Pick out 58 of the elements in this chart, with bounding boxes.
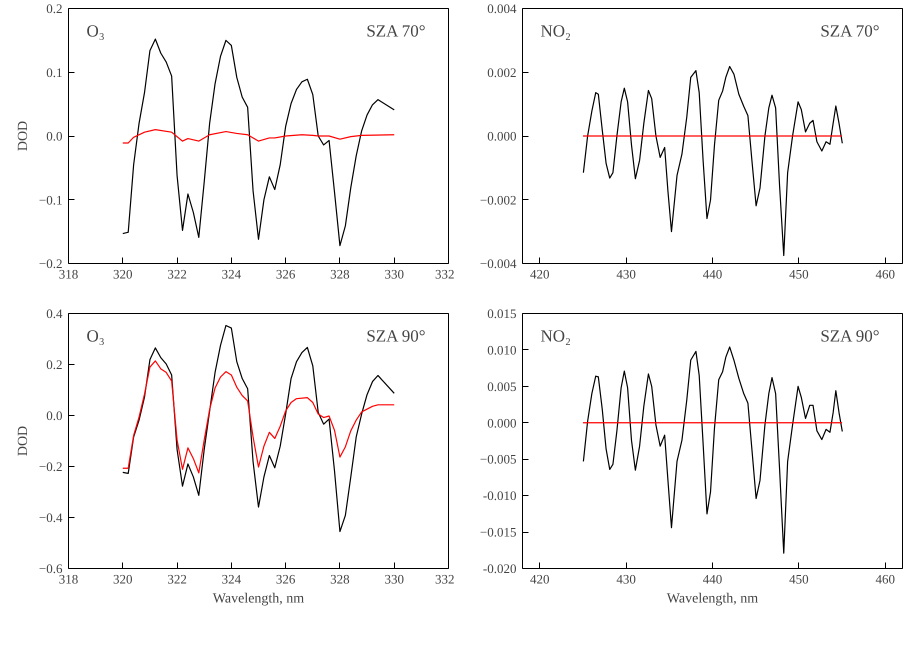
annotation: O₃	[86, 22, 105, 40]
x-tick-label: 420	[530, 266, 550, 282]
x-tick-label: 328	[330, 266, 350, 282]
x-tick-label: 332	[435, 266, 454, 282]
y-tick-label: −0.004	[480, 256, 517, 271]
x-tick-label: 330	[384, 572, 404, 586]
y-tick-label: 0.4	[46, 306, 63, 321]
x-tick-label: 430	[616, 572, 636, 586]
annotation: NO₂	[540, 326, 571, 346]
x-tick-label: 320	[113, 266, 133, 282]
x-axis-title: Wavelength, nm	[212, 592, 304, 606]
x-tick-label: 330	[384, 266, 404, 282]
y-tick-label: −0.005	[480, 452, 517, 467]
x-tick-label: 326	[276, 266, 296, 282]
y-tick-label: −0.4	[38, 510, 63, 525]
y-tick-label: 0.005	[487, 378, 516, 394]
y-tick-label: 0.002	[487, 64, 516, 80]
y-tick-label: 0.0	[46, 408, 62, 423]
x-tick-label: 320	[113, 572, 133, 586]
y-tick-label: 0.2	[46, 357, 62, 372]
y-tick-label: -0.020	[482, 561, 517, 576]
x-tick-label: 324	[222, 572, 242, 586]
x-tick-label: 326	[276, 572, 296, 586]
annotation: SZA 70°	[820, 22, 880, 40]
y-tick-label: 0.000	[487, 128, 516, 144]
y-tick-label: 0.004	[487, 1, 517, 16]
y-tick-label: −0.002	[480, 192, 517, 208]
y-tick-label: 0.2	[46, 1, 62, 16]
y-tick-label: 0.010	[487, 342, 516, 358]
annotation: O₃	[86, 326, 105, 346]
x-tick-label: 450	[789, 572, 809, 586]
x-tick-label: 440	[702, 572, 722, 586]
x-tick-label: 332	[435, 572, 454, 586]
y-tick-label: −0.2	[38, 459, 63, 474]
x-tick-label: 440	[702, 266, 722, 282]
y-tick-label: 0.1	[46, 64, 62, 80]
annotation: SZA 90°	[366, 326, 426, 346]
y-tick-label: −0.1	[38, 192, 63, 208]
x-tick-label: 420	[530, 572, 550, 586]
y-tick-label: 0.0	[46, 128, 62, 144]
x-tick-label: 322	[167, 572, 187, 586]
x-tick-label: 430	[616, 266, 636, 282]
x-tick-label: 324	[222, 266, 242, 282]
x-tick-label: 460	[875, 572, 895, 586]
y-tick-label: 0.015	[487, 306, 516, 321]
x-axis-title: Wavelength, nm	[666, 592, 758, 606]
y-axis-title: DOD	[16, 426, 31, 456]
annotation: SZA 70°	[366, 22, 426, 40]
x-tick-label: 450	[789, 266, 809, 282]
x-tick-label: 460	[875, 266, 895, 282]
annotation: SZA 90°	[820, 326, 880, 346]
y-tick-label: -0.010	[482, 488, 517, 504]
y-tick-label: 0.000	[487, 415, 516, 430]
y-tick-label: −0.015	[480, 524, 517, 540]
x-tick-label: 328	[330, 572, 350, 586]
y-axis-title: DOD	[16, 120, 31, 152]
x-tick-label: 322	[167, 266, 187, 282]
annotation: NO₂	[540, 22, 571, 40]
